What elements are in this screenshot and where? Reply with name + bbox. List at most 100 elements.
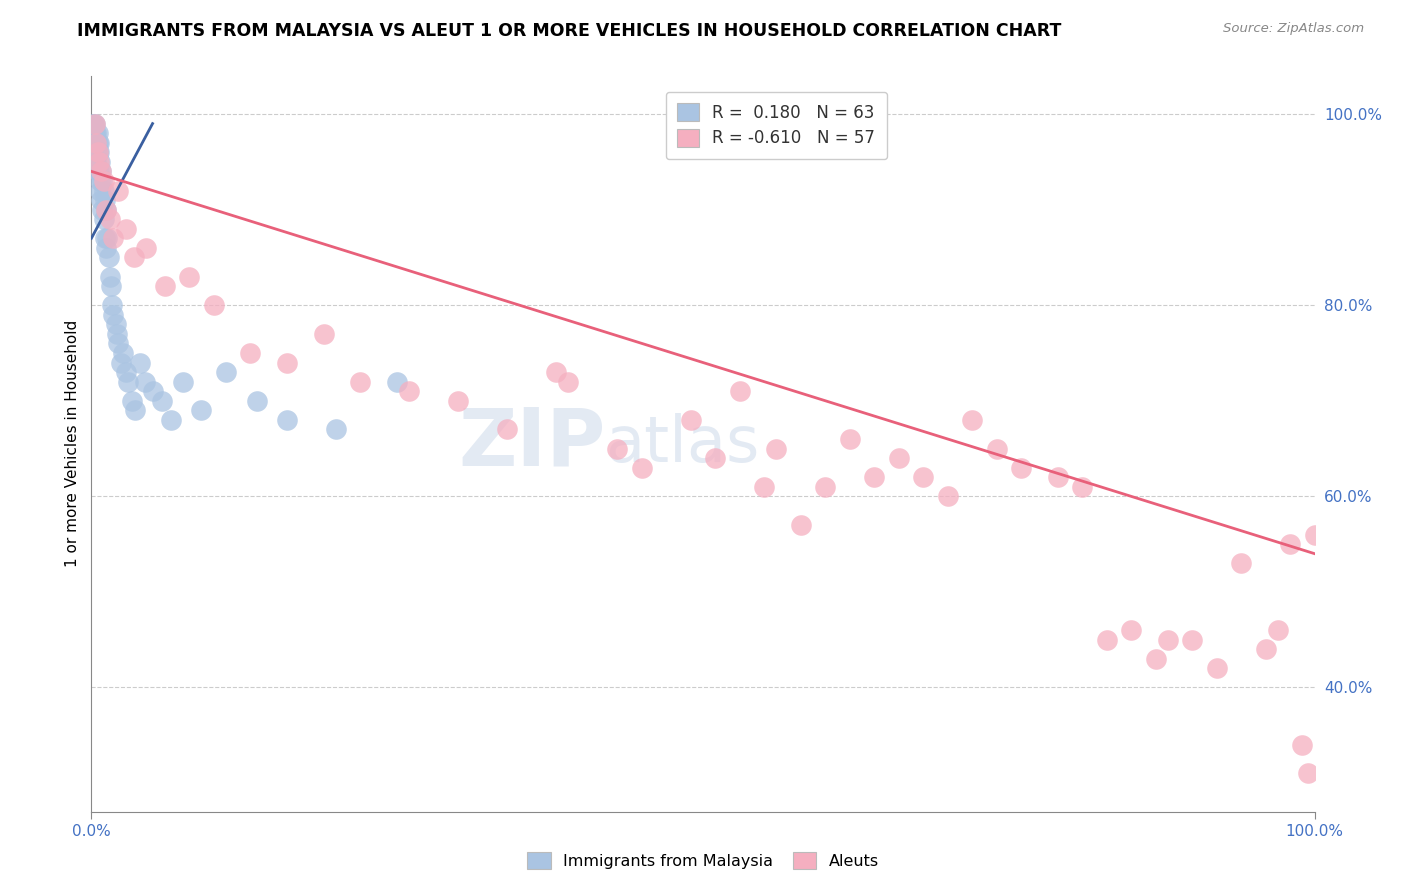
Point (84, 136, 107, 150)
Point (447, 393, 470, 408)
Point (1279, 537, 1302, 551)
Point (765, 442, 787, 456)
Point (1267, 623, 1289, 637)
Point (87, 136, 110, 150)
Point (202, 298, 225, 312)
Point (179, 269, 201, 284)
Point (94, 231, 117, 245)
Point (1205, 661, 1227, 675)
Point (89, 154, 111, 169)
Point (86, 136, 108, 150)
Point (1095, 632, 1118, 647)
Point (1230, 556, 1253, 570)
Point (134, 375, 156, 389)
Point (83, 117, 105, 131)
Point (1291, 738, 1313, 752)
Point (1121, 623, 1143, 637)
Point (84, 145, 107, 160)
Point (82, 117, 104, 131)
Point (91, 202, 114, 217)
Point (129, 355, 152, 369)
Point (679, 413, 702, 427)
Point (96, 231, 118, 245)
Point (87, 145, 110, 160)
Point (87, 154, 110, 169)
Point (1181, 632, 1204, 647)
Point (89, 174, 111, 188)
Point (114, 365, 136, 379)
Point (84, 136, 107, 150)
Point (190, 403, 212, 417)
Point (349, 375, 371, 389)
Point (90, 164, 112, 178)
Point (94, 202, 117, 217)
Point (94, 202, 117, 217)
Point (141, 384, 163, 399)
Point (110, 355, 132, 369)
Point (312, 326, 335, 341)
Point (1046, 470, 1069, 484)
Point (790, 518, 813, 533)
Point (557, 375, 579, 389)
Point (93, 184, 115, 198)
Point (1303, 527, 1326, 541)
Point (121, 393, 143, 408)
Point (84, 154, 107, 169)
Point (107, 336, 129, 351)
Point (112, 346, 135, 360)
Text: atlas: atlas (605, 413, 759, 475)
Point (153, 279, 176, 293)
Point (100, 279, 122, 293)
Point (276, 413, 298, 427)
Point (82, 126, 104, 140)
Point (245, 393, 267, 408)
Point (103, 308, 125, 322)
Point (912, 470, 935, 484)
Point (172, 375, 194, 389)
Point (90, 193, 112, 207)
Point (1298, 766, 1320, 780)
Point (631, 460, 654, 475)
Point (385, 375, 409, 389)
Point (704, 451, 727, 466)
Point (84, 126, 107, 140)
Point (135, 241, 157, 255)
Point (93, 174, 115, 188)
Point (117, 375, 139, 389)
Point (150, 393, 173, 408)
Point (94, 193, 117, 207)
Point (94, 241, 117, 255)
Point (122, 251, 145, 265)
Point (496, 422, 519, 436)
Point (606, 442, 628, 456)
Point (103, 231, 125, 245)
Point (124, 403, 146, 417)
Point (84, 117, 107, 131)
Point (105, 326, 128, 341)
Point (863, 470, 886, 484)
Point (107, 184, 129, 198)
Point (83, 126, 105, 140)
Point (87, 164, 110, 178)
Point (1071, 480, 1094, 494)
Point (276, 355, 298, 369)
Point (86, 145, 108, 160)
Point (86, 164, 108, 178)
Point (101, 298, 124, 312)
Point (98, 269, 121, 284)
Point (93, 212, 115, 227)
Point (960, 413, 983, 427)
Point (1254, 642, 1277, 657)
Point (838, 432, 860, 446)
Point (90, 164, 112, 178)
Y-axis label: 1 or more Vehicles in Household: 1 or more Vehicles in Household (65, 320, 80, 567)
Point (936, 489, 959, 503)
Point (89, 184, 111, 198)
Point (887, 451, 910, 466)
Point (325, 422, 347, 436)
Legend: Immigrants from Malaysia, Aleuts: Immigrants from Malaysia, Aleuts (520, 846, 886, 875)
Point (84, 145, 107, 160)
Point (239, 346, 262, 360)
Text: ZIP: ZIP (458, 405, 605, 483)
Point (86, 145, 108, 160)
